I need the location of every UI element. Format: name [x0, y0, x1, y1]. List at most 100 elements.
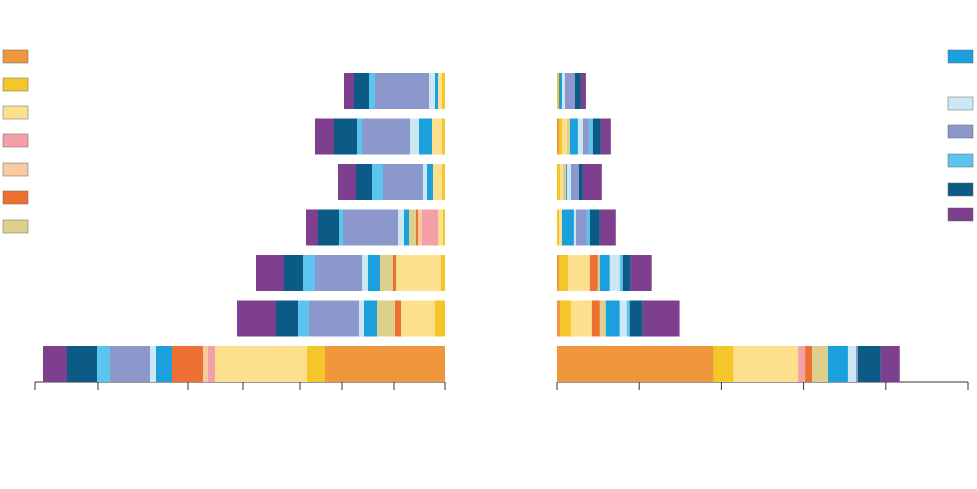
bar-segment [433, 164, 442, 200]
bar-segment [558, 118, 562, 155]
bar-segment [557, 255, 559, 291]
bar-segment [435, 73, 438, 109]
bar-segment [429, 73, 435, 109]
bar-segment [325, 346, 445, 382]
bar-segment [150, 346, 156, 382]
bar-segment [368, 255, 380, 291]
bar-segment [609, 255, 620, 291]
bar-segment [398, 209, 404, 246]
bar-segment [557, 118, 559, 155]
bar-segment [626, 300, 630, 337]
bar-segment [578, 164, 583, 200]
bar-segment [561, 118, 567, 155]
bar-segment [559, 164, 563, 200]
bar-segment [599, 300, 606, 337]
bar-segment [401, 300, 435, 337]
bar-segment [306, 209, 318, 246]
bar-segment [256, 255, 284, 291]
bar-segment [375, 73, 429, 109]
legend-swatch [2, 219, 29, 234]
bar-segment [356, 164, 372, 200]
bar-segment [847, 346, 856, 382]
bar-segment [570, 300, 592, 337]
bar-segment [441, 255, 445, 291]
bar-segment [605, 300, 620, 337]
bar-segment [334, 118, 357, 155]
legend-swatch [947, 96, 974, 111]
bar-segment [589, 209, 600, 246]
bar-segment [591, 300, 600, 337]
bar-segment [558, 209, 562, 246]
legend-swatch [2, 77, 29, 92]
bar-segment [418, 209, 422, 246]
bar-segment [362, 255, 368, 291]
bar-segment [561, 73, 565, 109]
legend-swatch [947, 182, 974, 197]
bar-segment [573, 209, 576, 246]
bar-segment [369, 73, 375, 109]
bar-segment [67, 346, 97, 382]
bar-segment [298, 300, 309, 337]
bar-segment [237, 300, 276, 337]
bar-segment [557, 209, 559, 246]
bar-segment [443, 209, 445, 246]
bar-segment [589, 255, 598, 291]
bar-segment [582, 164, 602, 200]
bar-segment [557, 73, 559, 109]
bar-segment [110, 346, 150, 382]
bar-segment [580, 73, 586, 109]
bar-segment [855, 346, 858, 382]
bar-segment [557, 346, 714, 382]
bar-segment [339, 209, 343, 246]
bar-segment [557, 164, 560, 200]
bar-segment [574, 73, 581, 109]
bar-segment [564, 73, 575, 109]
bar-segment [629, 300, 643, 337]
bar-segment [410, 118, 419, 155]
bar-segment [582, 118, 589, 155]
bar-segment [393, 255, 396, 291]
bar-segment [423, 164, 427, 200]
bar-segment [600, 118, 611, 155]
bar-segment [383, 164, 423, 200]
bar-segment [409, 209, 416, 246]
bar-segment [812, 346, 829, 382]
bar-segment [630, 255, 652, 291]
bar-segment [362, 118, 410, 155]
bar-segment [566, 118, 570, 155]
bar-segment [422, 209, 438, 246]
bar-segment [442, 73, 445, 109]
bar-segment [713, 346, 734, 382]
bar-segment [427, 164, 433, 200]
bar-segment [43, 346, 67, 382]
bar-segment [284, 255, 303, 291]
bar-segment [364, 300, 377, 337]
bar-segment [380, 255, 393, 291]
bar-segment [599, 209, 616, 246]
bar-segment [733, 346, 799, 382]
bar-segment [315, 118, 334, 155]
bar-segment [208, 346, 215, 382]
bar-segment [438, 209, 443, 246]
bar-segment [586, 209, 590, 246]
bar-segment [642, 300, 680, 337]
bar-segment [354, 73, 369, 109]
bar-segment [828, 346, 848, 382]
bar-segment [307, 346, 325, 382]
bar-segment [303, 255, 315, 291]
legend-swatch [2, 49, 29, 64]
bar-segment [857, 346, 881, 382]
legend-swatch [947, 153, 974, 168]
bar-segment [309, 300, 359, 337]
bar-segment [592, 118, 601, 155]
bar-segment [597, 255, 600, 291]
bar-segment [577, 118, 583, 155]
bar-segment [395, 300, 401, 337]
bar-segment [562, 164, 566, 200]
legend-swatch [947, 207, 974, 222]
bar-segment [442, 118, 445, 155]
bar-segment [570, 164, 579, 200]
bar-segment [432, 118, 442, 155]
bar-segment [438, 73, 442, 109]
legend-swatch [2, 162, 29, 177]
